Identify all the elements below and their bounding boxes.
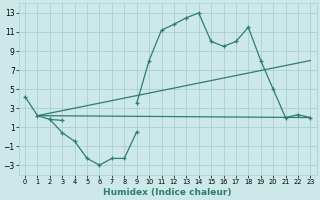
X-axis label: Humidex (Indice chaleur): Humidex (Indice chaleur)	[103, 188, 232, 197]
